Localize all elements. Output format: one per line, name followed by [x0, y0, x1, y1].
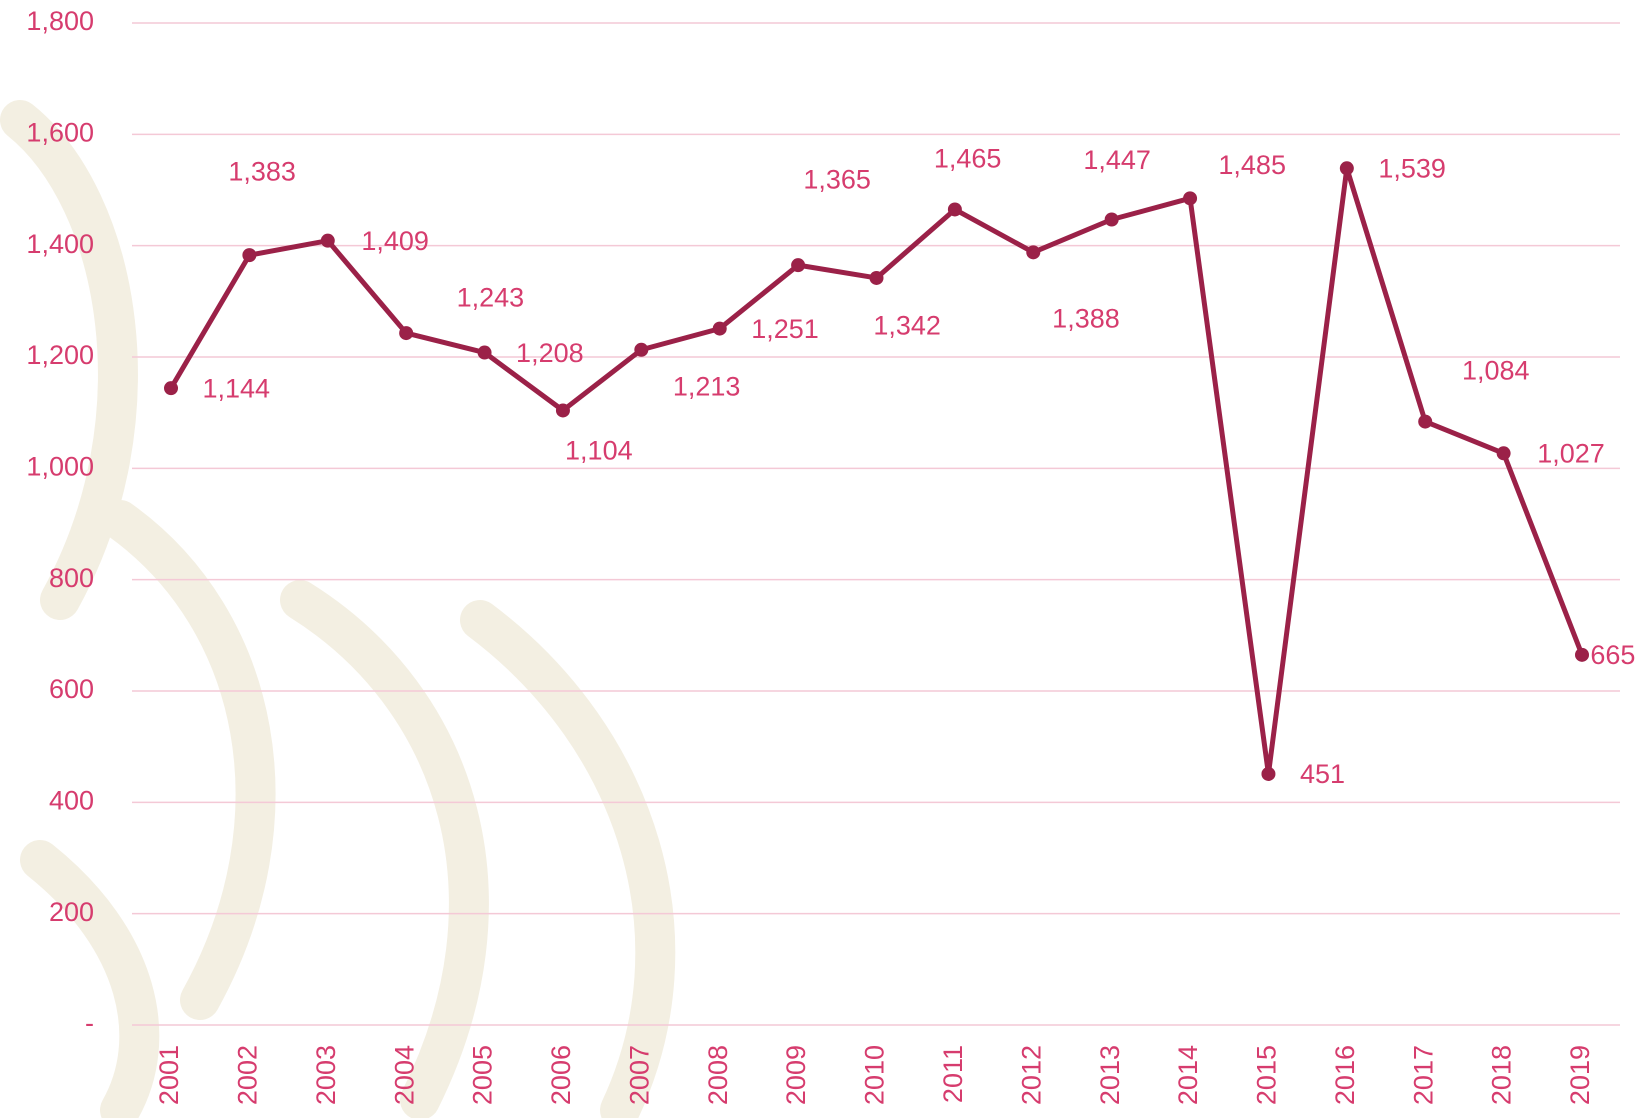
data-label: 451: [1300, 759, 1345, 789]
data-point: [399, 326, 413, 340]
y-tick-label: 400: [49, 785, 94, 815]
x-tick-label: 2017: [1408, 1045, 1438, 1105]
x-tick-label: 2010: [860, 1045, 890, 1105]
y-tick-label: 1,600: [26, 117, 94, 147]
y-tick-label: -: [85, 1008, 94, 1038]
data-point: [634, 343, 648, 357]
data-label: 1,027: [1537, 439, 1605, 469]
data-point: [1183, 191, 1197, 205]
data-label: 1,213: [673, 372, 741, 402]
x-tick-label: 2007: [624, 1045, 654, 1105]
y-tick-label: 1,200: [26, 340, 94, 370]
x-tick-label: 2016: [1330, 1045, 1360, 1105]
data-label: 1,144: [203, 373, 271, 403]
x-tick-label: 2002: [233, 1045, 263, 1105]
data-label: 1,243: [457, 283, 525, 313]
x-tick-label: 2018: [1487, 1045, 1517, 1105]
data-point: [870, 271, 884, 285]
data-point: [948, 202, 962, 216]
data-point: [1340, 161, 1354, 175]
data-point: [242, 248, 256, 262]
data-point: [1575, 648, 1589, 662]
data-label: 1,465: [934, 143, 1002, 173]
data-label: 1,084: [1462, 355, 1530, 385]
data-point: [1497, 446, 1511, 460]
x-tick-label: 2009: [781, 1045, 811, 1105]
data-point: [713, 322, 727, 336]
x-tick-label: 2014: [1173, 1045, 1203, 1105]
x-tick-label: 2008: [703, 1045, 733, 1105]
data-label: 1,251: [751, 314, 819, 344]
x-tick-label: 2004: [389, 1045, 419, 1105]
x-tick-label: 2015: [1252, 1045, 1282, 1105]
data-point: [478, 346, 492, 360]
data-point: [1105, 213, 1119, 227]
x-tick-label: 2005: [468, 1045, 498, 1105]
data-label: 1,485: [1218, 150, 1286, 180]
data-label: 1,365: [803, 164, 871, 194]
data-label: 665: [1590, 640, 1635, 670]
data-point: [1026, 245, 1040, 259]
x-tick-label: 2011: [938, 1045, 968, 1103]
x-tick-label: 2012: [1016, 1045, 1046, 1105]
chart: - 200 400 600 800 1,000 1,200 1,400 1,600 1,800 20…: [0, 0, 1647, 1118]
data-label: 1,104: [565, 436, 633, 466]
y-tick-label: 200: [49, 897, 94, 927]
x-tick-label: 2013: [1095, 1045, 1125, 1105]
data-label: 1,342: [873, 310, 941, 340]
y-tick-label: 1,000: [26, 451, 94, 481]
y-tick-label: 1,400: [26, 229, 94, 259]
data-label: 1,388: [1052, 304, 1120, 334]
background-pattern: [20, 120, 655, 1110]
x-tick-label: 2001: [154, 1045, 184, 1105]
data-label: 1,539: [1378, 154, 1446, 184]
x-tick-label: 2003: [311, 1045, 341, 1105]
y-tick-label: 1,800: [26, 6, 94, 36]
y-tick-label: 800: [49, 563, 94, 593]
data-point: [556, 403, 570, 417]
data-label: 1,409: [361, 226, 429, 256]
data-point: [321, 234, 335, 248]
data-label: 1,447: [1083, 145, 1151, 175]
data-label: 1,383: [228, 156, 296, 186]
x-tick-label: 2006: [546, 1045, 576, 1105]
data-point: [791, 258, 805, 272]
data-point: [1261, 767, 1275, 781]
x-tick-label: 2019: [1565, 1045, 1595, 1105]
data-point: [164, 381, 178, 395]
data-label: 1,208: [516, 338, 584, 368]
data-point: [1418, 415, 1432, 429]
y-tick-label: 600: [49, 674, 94, 704]
